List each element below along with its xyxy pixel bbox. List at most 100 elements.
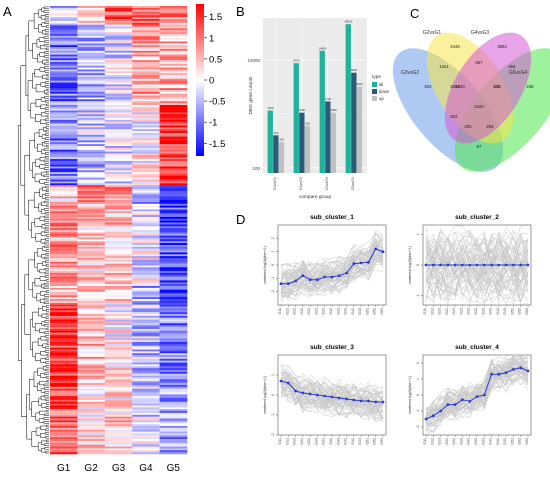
heatmap-cell	[104, 188, 133, 192]
heatmap-cell	[104, 261, 133, 264]
heatmap-cell	[77, 414, 106, 417]
heatmap-cell	[132, 254, 160, 257]
heatmap-cell	[159, 41, 188, 44]
dendrogram-branch	[44, 268, 49, 271]
bar-value-label: 300	[279, 138, 284, 142]
heatmap-cell	[77, 80, 106, 83]
heatmap-cell	[77, 422, 106, 425]
y-tick-label: -1	[416, 409, 420, 412]
heatmap-cell	[50, 172, 78, 175]
mean-point	[352, 262, 356, 266]
heatmap-cell	[159, 134, 188, 137]
heatmap-cell	[132, 228, 160, 231]
dendrogram-branch	[40, 373, 47, 378]
dendrogram-branch	[44, 167, 49, 170]
heatmap-cell	[50, 293, 78, 296]
heatmap-cell	[50, 209, 78, 212]
heatmap-cell	[50, 205, 78, 208]
dendrogram-branch	[40, 336, 47, 341]
row-dendrogram	[17, 6, 49, 454]
legend-entry: all	[379, 82, 383, 87]
heatmap-cell	[77, 136, 106, 139]
heatmap-cell	[77, 226, 106, 229]
heatmap-cell	[132, 259, 160, 263]
heatmap-cell	[159, 293, 188, 296]
dendrogram-branch	[40, 201, 47, 206]
mean-point	[359, 261, 363, 265]
heatmap-cell	[50, 136, 78, 139]
mean-point	[286, 381, 290, 385]
mean-point	[497, 372, 501, 376]
x-tick-label: G41	[489, 438, 493, 445]
heatmap-cell	[159, 399, 188, 403]
x-tick-label: G32	[474, 308, 478, 315]
mean-point	[468, 263, 472, 267]
heatmap-cell	[104, 175, 133, 179]
venn-count: 922	[424, 84, 432, 89]
heatmap-cell	[77, 41, 106, 44]
heatmap-cell	[50, 446, 78, 449]
heatmap-cell	[104, 65, 133, 68]
heatmap-cell	[132, 444, 160, 447]
dendrogram-branch	[45, 260, 49, 263]
heatmap-cell	[104, 325, 133, 328]
heatmap-cell	[50, 377, 78, 380]
heatmap-cell	[132, 420, 160, 423]
dendrogram-branch	[20, 65, 26, 186]
heatmap-cell	[132, 114, 160, 117]
heatmap-cell	[50, 45, 78, 48]
dendrogram-branch	[34, 218, 42, 227]
heatmap-cell	[77, 134, 106, 137]
dendrogram-branch	[37, 442, 42, 451]
heatmap-cell	[104, 342, 133, 345]
y-tick-label: 100	[252, 166, 260, 171]
heatmap-cell	[159, 299, 188, 302]
heatmap-cell	[50, 330, 78, 333]
dendrogram-branch	[41, 22, 47, 27]
heatmap-cell	[104, 321, 133, 324]
heatmap-cell	[50, 13, 78, 16]
heatmap-cell	[77, 131, 106, 134]
dendrogram-branch	[44, 219, 49, 222]
heatmap-cell	[132, 347, 160, 350]
heatmap-cell	[50, 383, 78, 386]
heatmap-cell	[50, 202, 78, 205]
heatmap-cell	[77, 69, 106, 72]
heatmap-cell	[104, 138, 133, 141]
heatmap-cell	[50, 409, 78, 412]
heatmap-cell	[104, 310, 133, 313]
heatmap-cell	[77, 284, 106, 287]
gene-profile-line	[425, 270, 529, 305]
heatmap-column-label: G3	[112, 463, 126, 474]
heatmap-cell	[104, 58, 133, 61]
heatmap-cell	[159, 291, 188, 294]
heatmap-cell	[50, 321, 78, 324]
heatmap-cell	[104, 383, 133, 386]
heatmap-cell	[159, 194, 188, 197]
heatmap-cell	[132, 241, 160, 244]
heatmap-cell	[159, 228, 188, 231]
heatmap-cell	[159, 306, 188, 309]
heatmap-cell	[50, 52, 78, 55]
heatmap-cell	[132, 418, 160, 421]
heatmap-cell	[50, 15, 78, 18]
dendrogram-branch	[38, 203, 42, 212]
heatmap-cell	[104, 293, 133, 296]
venn-set-label: G4vsG3	[471, 30, 490, 36]
heatmap-cell	[77, 20, 106, 24]
gene-profile-line	[425, 235, 529, 271]
heatmap-cell	[132, 203, 160, 207]
x-tick-label: G12	[285, 308, 289, 315]
heatmap-cell	[77, 308, 106, 311]
heatmap-cell	[132, 52, 160, 55]
heatmap-cell	[159, 11, 188, 14]
x-tick-label: G11	[278, 438, 282, 445]
heatmap-cell	[159, 231, 188, 235]
heatmap-cell	[104, 271, 133, 274]
heatmap-cell	[77, 170, 106, 173]
heatmap-cell	[50, 381, 78, 384]
mean-point	[497, 263, 501, 267]
x-tick-label: G12	[430, 308, 434, 315]
heatmap-column-label: G1	[57, 463, 71, 474]
